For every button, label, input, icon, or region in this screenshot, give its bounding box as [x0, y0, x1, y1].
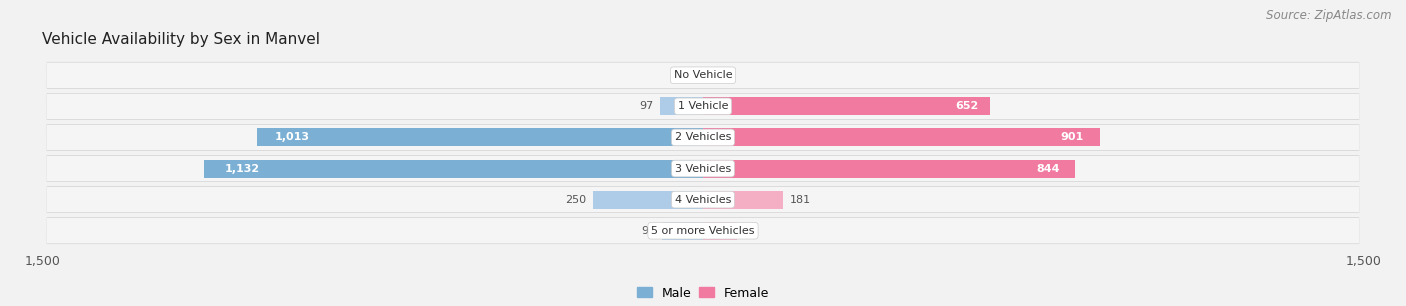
- Text: 92: 92: [641, 226, 655, 236]
- Bar: [703, 97, 990, 115]
- Bar: [662, 222, 703, 240]
- FancyBboxPatch shape: [46, 217, 1360, 244]
- Bar: [703, 129, 1099, 147]
- Text: Source: ZipAtlas.com: Source: ZipAtlas.com: [1267, 9, 1392, 22]
- FancyBboxPatch shape: [46, 125, 1360, 150]
- FancyBboxPatch shape: [46, 186, 1360, 213]
- Text: Vehicle Availability by Sex in Manvel: Vehicle Availability by Sex in Manvel: [42, 32, 321, 47]
- Text: 0: 0: [693, 70, 699, 80]
- FancyBboxPatch shape: [46, 94, 1360, 119]
- Legend: Male, Female: Male, Female: [637, 286, 769, 300]
- Bar: [703, 159, 1074, 177]
- FancyBboxPatch shape: [46, 218, 1360, 244]
- FancyBboxPatch shape: [46, 124, 1360, 151]
- Text: 4 Vehicles: 4 Vehicles: [675, 195, 731, 205]
- Bar: [204, 159, 703, 177]
- Bar: [703, 222, 737, 240]
- Text: 77: 77: [744, 226, 758, 236]
- Text: No Vehicle: No Vehicle: [673, 70, 733, 80]
- Text: 1,132: 1,132: [224, 163, 259, 174]
- Text: 844: 844: [1036, 163, 1060, 174]
- FancyBboxPatch shape: [46, 62, 1360, 88]
- Text: 3 Vehicles: 3 Vehicles: [675, 163, 731, 174]
- FancyBboxPatch shape: [46, 93, 1360, 120]
- FancyBboxPatch shape: [46, 187, 1360, 212]
- Bar: [703, 191, 783, 209]
- Text: 652: 652: [956, 101, 979, 111]
- Text: 250: 250: [565, 195, 586, 205]
- FancyBboxPatch shape: [46, 62, 1360, 89]
- Text: 0: 0: [707, 70, 713, 80]
- FancyBboxPatch shape: [46, 155, 1360, 182]
- Text: 181: 181: [789, 195, 810, 205]
- Text: 1 Vehicle: 1 Vehicle: [678, 101, 728, 111]
- Text: 901: 901: [1060, 132, 1084, 143]
- Text: 97: 97: [640, 101, 654, 111]
- FancyBboxPatch shape: [46, 156, 1360, 181]
- Text: 1,013: 1,013: [274, 132, 309, 143]
- Text: 2 Vehicles: 2 Vehicles: [675, 132, 731, 143]
- Bar: [257, 129, 703, 147]
- Bar: [593, 191, 703, 209]
- Text: 5 or more Vehicles: 5 or more Vehicles: [651, 226, 755, 236]
- Bar: [661, 97, 703, 115]
